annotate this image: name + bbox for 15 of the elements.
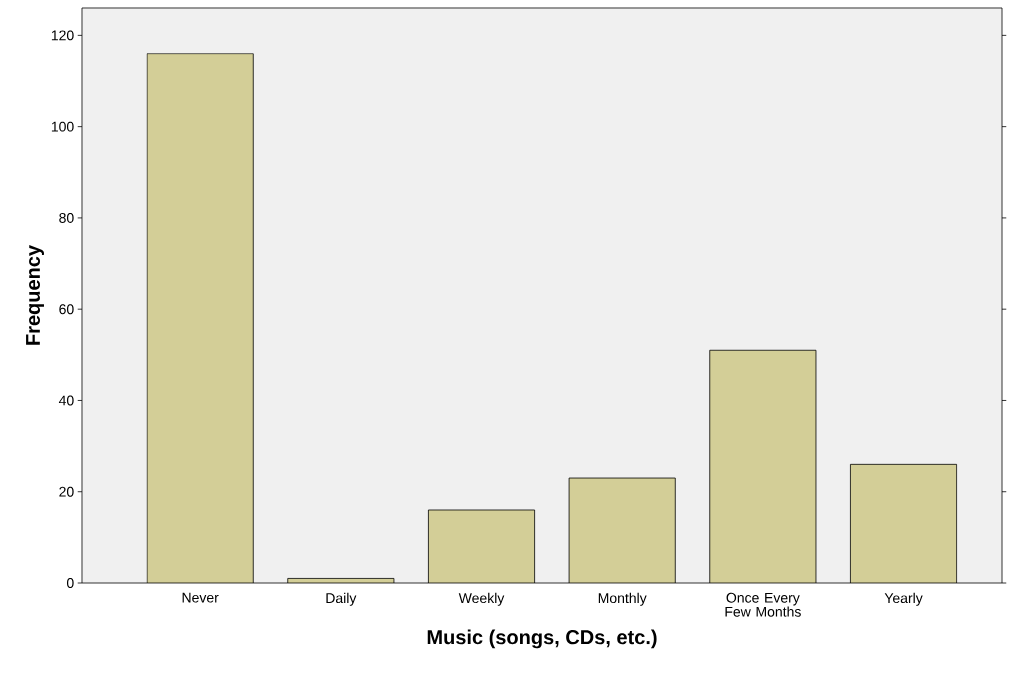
y-tick-label: 100 (51, 121, 74, 132)
x-tick-label: Never (182, 592, 219, 603)
y-tick-label: 60 (59, 304, 74, 315)
y-tick-label: 20 (59, 486, 74, 497)
y-tick-label: 120 (51, 30, 74, 41)
x-tick-label: Daily (326, 592, 357, 606)
x-tick-label: Yearly (884, 592, 923, 606)
y-axis-title: Frequency (26, 245, 44, 345)
x-tick-label: Weekly (458, 592, 505, 606)
x-tick-label: Once Every Few Months (725, 592, 801, 617)
x-tick-label: Monthly (598, 592, 647, 606)
y-tick-label: 0 (66, 578, 74, 588)
y-tick-label: 40 (58, 395, 74, 406)
y-tick-label: 80 (59, 212, 74, 223)
x-axis-title: Music (songs, CDs, etc.) (427, 629, 657, 649)
